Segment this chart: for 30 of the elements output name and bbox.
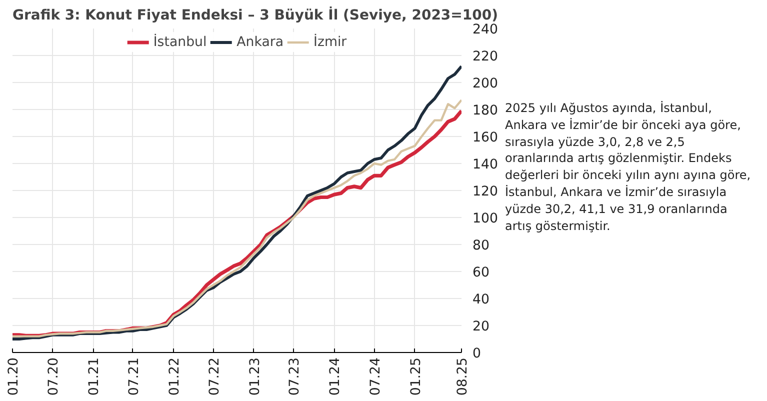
y-tick-label: 180: [472, 104, 498, 118]
y-tick-label: 160: [472, 130, 498, 146]
legend-label: İstanbul: [153, 34, 207, 50]
legend-label: İzmir: [314, 34, 347, 50]
text: 2025 yılı Ağustos ayında, İstanbul, Ankara ve İzmir’de bir önceki aya göre, sırasıyla yüzde 3,0, 2,8 ve 2,5 oranlarında artış gözlenmiştir. Endeks değerleri bir önceki yılın aynı ayına göre, İstanbul, Ankara ve İzmir’de sırasıyla yüzde 30,2, 41,1 ve 31,9 oranlarında artış göstermiştir.: [505, 100, 752, 234]
y-tick-label: 220: [472, 50, 498, 64]
x-tick-label: 01.24: [328, 358, 344, 396]
y-tick-label: 40: [472, 292, 490, 308]
x-tick-label: 07.23: [288, 358, 303, 396]
y-tick-label: 0: [472, 346, 481, 362]
x-tick-label: 08.25: [456, 358, 470, 396]
y-tick-label: 100: [472, 212, 498, 226]
y-tick-label: 20: [472, 320, 490, 334]
y-tick-label: 200: [472, 76, 498, 92]
x-tick-label: 01.25: [408, 358, 424, 396]
x-tick-label: 07.22: [207, 358, 222, 396]
x-tick-label: 01.22: [167, 358, 182, 396]
y-tick-label: 140: [472, 158, 498, 172]
x-tick-label: 01.20: [6, 358, 22, 396]
x-tick-label: 07.21: [126, 358, 142, 396]
y-tick-label: 60: [472, 266, 490, 280]
chart-title: Grafik 3: Konut Fiyat Endeksi – 3 Büyük İl (Seviye, 2023=100): [12, 6, 498, 24]
y-tick-label: 120: [472, 184, 498, 200]
y-tick-label: 240: [472, 22, 498, 38]
x-tick-label: 01.23: [248, 358, 263, 396]
legend-label: Ankara: [236, 34, 284, 50]
x-tick-label: 01.21: [87, 358, 102, 396]
x-tick-label: 07.24: [368, 358, 384, 396]
y-tick-label: 80: [472, 238, 490, 254]
x-tick-label: 07.20: [46, 358, 62, 396]
